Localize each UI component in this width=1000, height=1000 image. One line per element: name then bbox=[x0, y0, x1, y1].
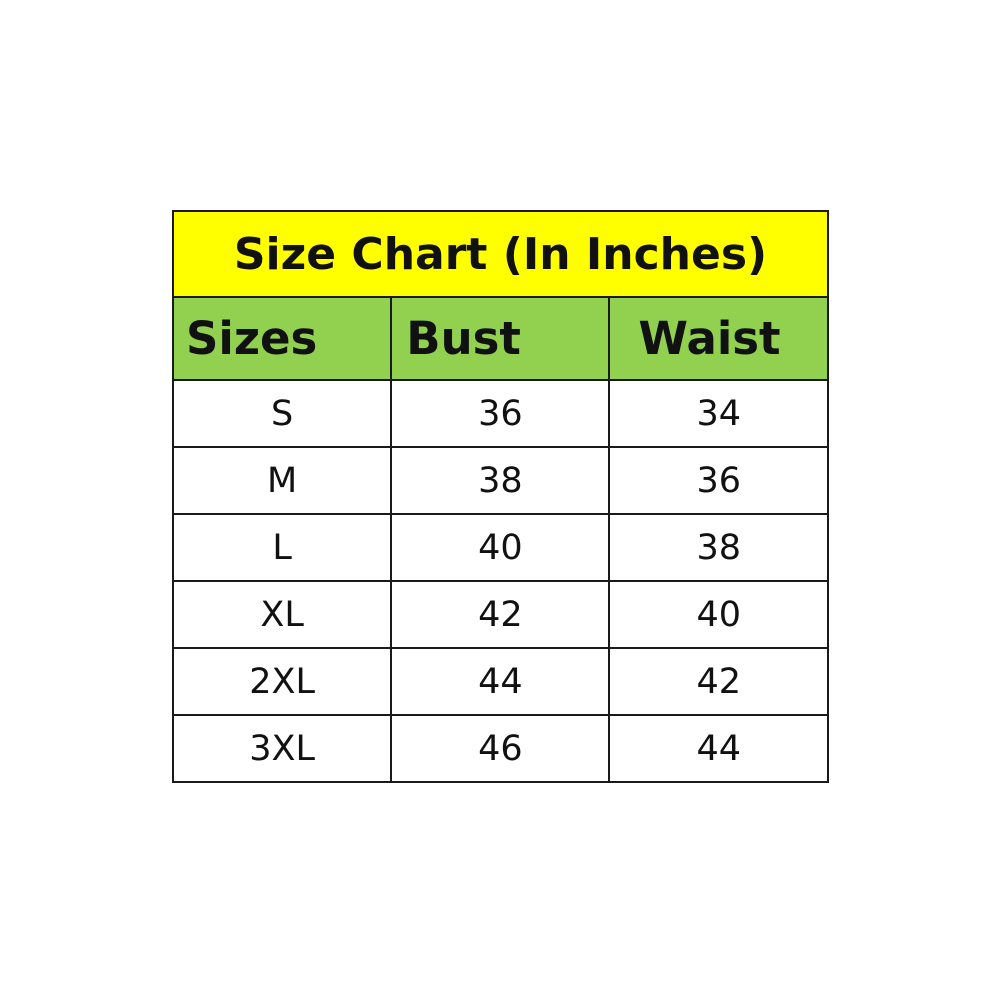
table-row: L 40 38 bbox=[171, 513, 829, 582]
waist-cell: 44 bbox=[608, 714, 829, 783]
size-cell: S bbox=[171, 379, 393, 448]
bust-cell: 42 bbox=[390, 580, 611, 649]
table-body: S 36 34 M 38 36 L 40 38 XL 42 40 2XL 44 42 3XL 46 44 bbox=[171, 379, 829, 783]
bust-cell: 36 bbox=[390, 379, 611, 448]
bust-cell: 46 bbox=[390, 714, 611, 783]
size-cell: M bbox=[171, 446, 393, 515]
size-cell: XL bbox=[171, 580, 393, 649]
waist-cell: 36 bbox=[608, 446, 829, 515]
table-row: 3XL 46 44 bbox=[171, 714, 829, 783]
waist-cell: 40 bbox=[608, 580, 829, 649]
waist-cell: 42 bbox=[608, 647, 829, 716]
table-row: 2XL 44 42 bbox=[171, 647, 829, 716]
size-cell: L bbox=[171, 513, 393, 582]
size-chart-table: Size Chart (In Inches) Sizes Bust Waist … bbox=[171, 210, 829, 783]
size-cell: 3XL bbox=[171, 714, 393, 783]
table-row: S 36 34 bbox=[171, 379, 829, 448]
bust-cell: 44 bbox=[390, 647, 611, 716]
header-waist: Waist bbox=[608, 296, 829, 381]
title-row: Size Chart (In Inches) bbox=[172, 210, 829, 298]
bust-cell: 40 bbox=[390, 513, 611, 582]
waist-cell: 34 bbox=[608, 379, 829, 448]
waist-cell: 38 bbox=[608, 513, 829, 582]
bust-cell: 38 bbox=[390, 446, 611, 515]
table-title: Size Chart (In Inches) bbox=[172, 210, 829, 298]
header-row: Sizes Bust Waist bbox=[171, 296, 829, 381]
header-sizes: Sizes bbox=[171, 296, 393, 381]
size-cell: 2XL bbox=[171, 647, 393, 716]
table-row: XL 42 40 bbox=[171, 580, 829, 649]
table-row: M 38 36 bbox=[171, 446, 829, 515]
header-bust: Bust bbox=[390, 296, 611, 381]
